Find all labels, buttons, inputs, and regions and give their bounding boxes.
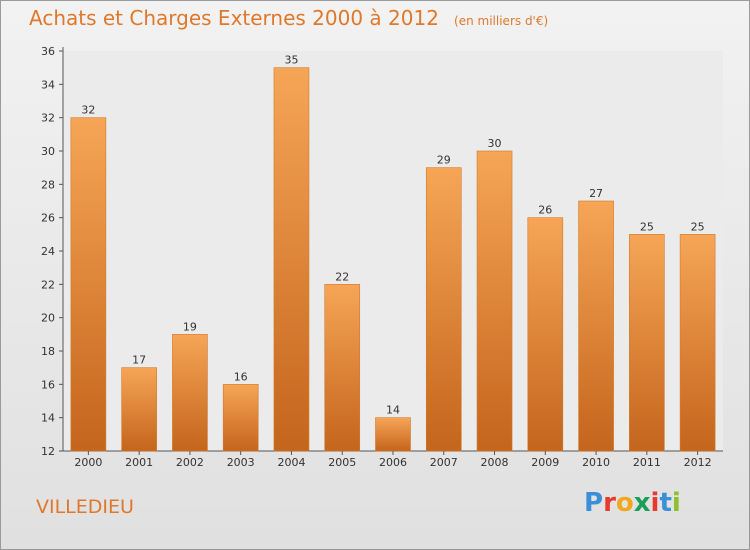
- bar: [172, 334, 208, 452]
- chart-title: Achats et Charges Externes 2000 à 2012: [29, 6, 439, 30]
- x-tick-label: 2006: [379, 456, 407, 469]
- y-tick-label: 32: [41, 112, 55, 125]
- bar-data-label: 29: [437, 154, 451, 167]
- logo-letter: r: [603, 488, 616, 518]
- commune-name: VILLEDIEU: [36, 496, 134, 518]
- bar-data-label: 19: [183, 320, 197, 333]
- x-tick-label: 2009: [531, 456, 559, 469]
- x-tick-label: 2012: [684, 456, 712, 469]
- x-tick-label: 2010: [582, 456, 610, 469]
- y-tick-label: 22: [41, 278, 55, 291]
- bar-data-label: 16: [234, 370, 248, 383]
- y-tick-label: 34: [41, 78, 55, 91]
- y-tick-label: 28: [41, 178, 55, 191]
- logo-letter: t: [659, 488, 672, 518]
- bar-data-label: 27: [589, 187, 603, 200]
- x-tick-label: 2002: [176, 456, 204, 469]
- proxiti-logo[interactable]: Proxiti: [584, 488, 681, 518]
- logo-letter: o: [615, 488, 634, 518]
- x-tick-label: 2004: [277, 456, 305, 469]
- bar: [222, 384, 259, 452]
- bar-data-label: 25: [691, 220, 705, 233]
- chart-title-row: Achats et Charges Externes 2000 à 2012 (…: [29, 6, 548, 30]
- x-tick-label: 2001: [125, 456, 153, 469]
- bar: [629, 234, 665, 452]
- bar: [121, 367, 157, 452]
- logo-letter: i: [650, 488, 660, 518]
- bar: [70, 117, 107, 452]
- y-tick-label: 24: [41, 245, 55, 258]
- y-tick-label: 36: [41, 45, 55, 58]
- logo-letter: P: [584, 488, 604, 518]
- y-tick-label: 12: [41, 445, 55, 458]
- y-tick-label: 18: [41, 345, 55, 358]
- x-tick-label: 2000: [74, 456, 102, 469]
- y-tick-label: 16: [41, 378, 55, 391]
- bar: [324, 284, 361, 452]
- bar-data-label: 32: [81, 104, 95, 117]
- logo-letter: x: [633, 488, 651, 518]
- bar-data-label: 35: [284, 54, 298, 67]
- bar: [476, 150, 513, 452]
- bar-data-label: 14: [386, 404, 400, 417]
- bar-data-label: 30: [488, 137, 502, 150]
- x-tick-label: 2007: [430, 456, 458, 469]
- bar-data-label: 26: [538, 204, 552, 217]
- bar: [425, 167, 462, 452]
- plot-area: [63, 51, 723, 451]
- bar: [527, 217, 564, 452]
- bar: [578, 200, 614, 452]
- y-tick-label: 30: [41, 145, 55, 158]
- x-tick-label: 2008: [481, 456, 509, 469]
- bar: [679, 234, 716, 452]
- logo-letter: i: [671, 488, 681, 518]
- x-tick-label: 2011: [633, 456, 661, 469]
- bar-data-label: 25: [640, 220, 654, 233]
- bar-data-label: 17: [132, 354, 146, 367]
- x-tick-label: 2003: [227, 456, 255, 469]
- y-tick-label: 14: [41, 412, 55, 425]
- chart-unit: (en milliers d'€): [454, 14, 549, 28]
- bar: [375, 417, 411, 452]
- x-tick-label: 2005: [328, 456, 356, 469]
- bar: [273, 67, 310, 452]
- bar-data-label: 22: [335, 270, 349, 283]
- y-tick-label: 26: [41, 212, 55, 225]
- y-tick-label: 20: [41, 312, 55, 325]
